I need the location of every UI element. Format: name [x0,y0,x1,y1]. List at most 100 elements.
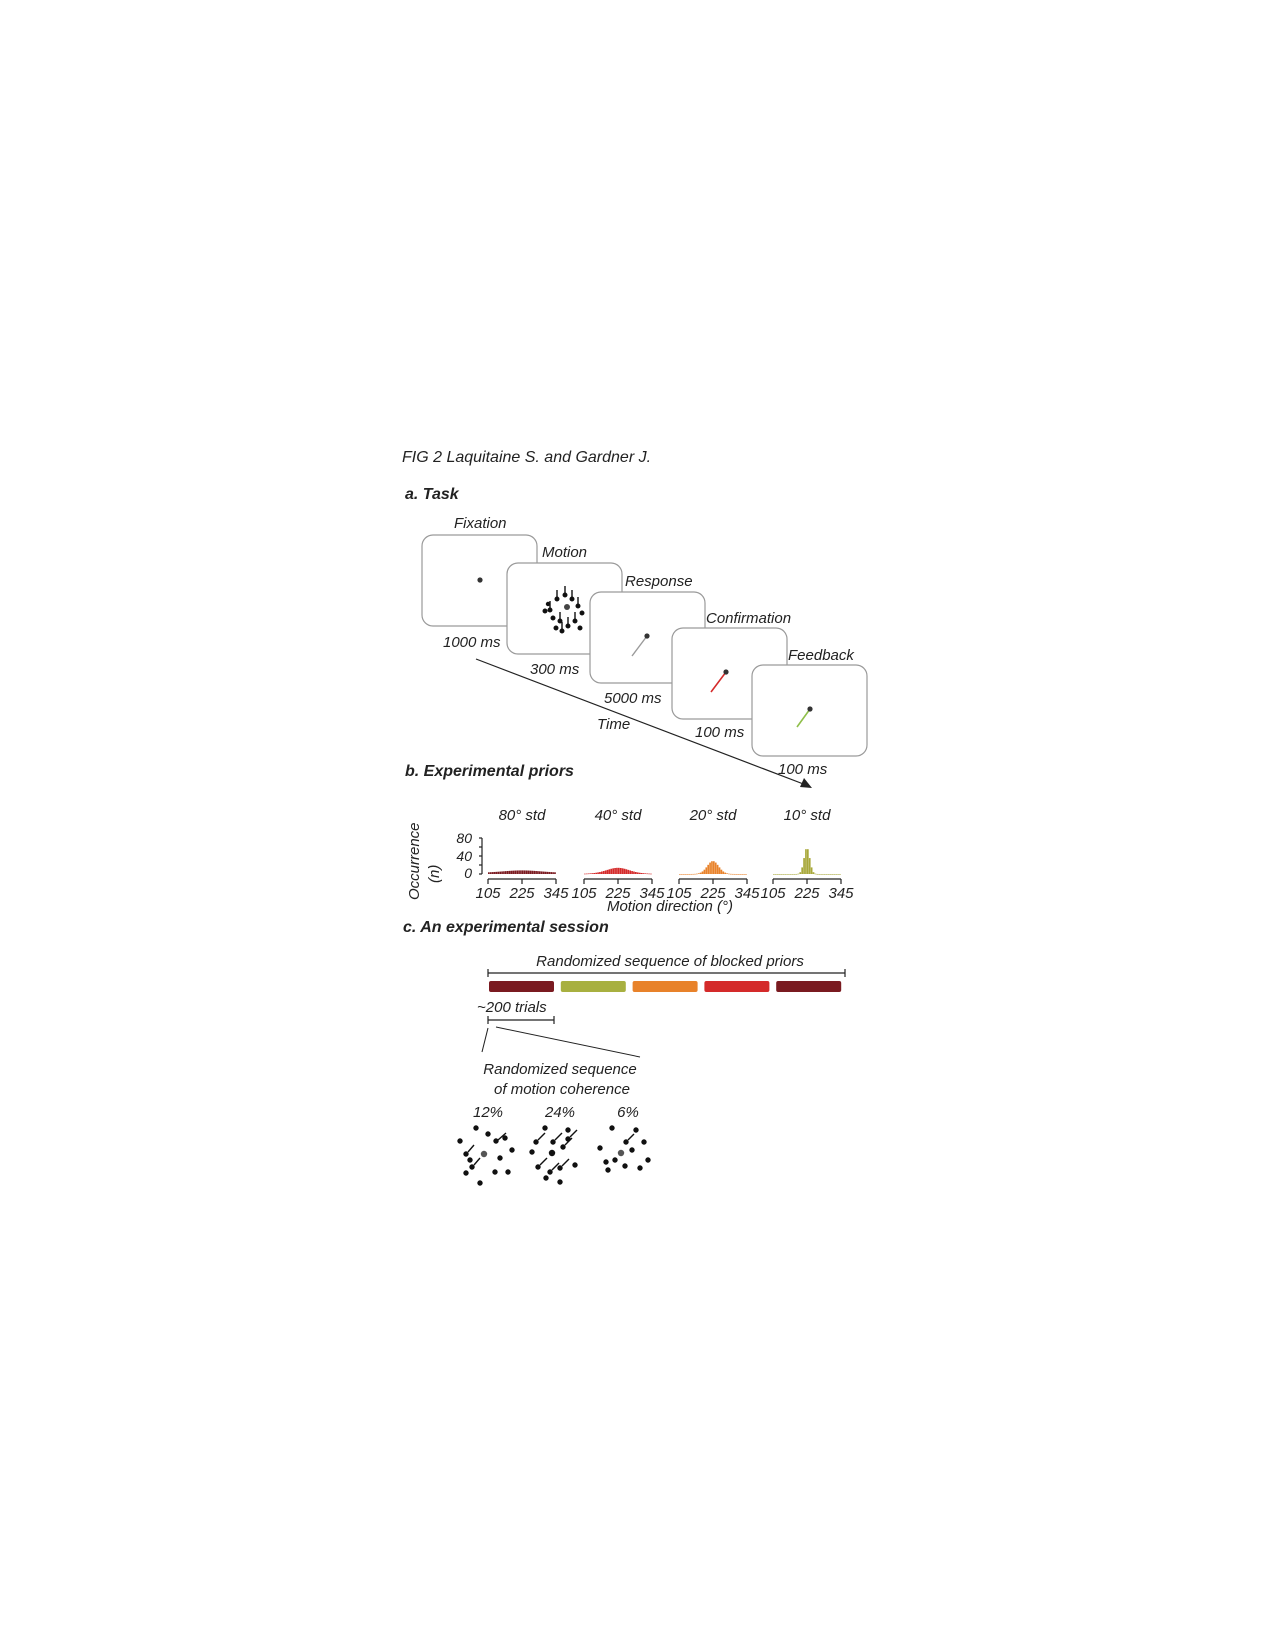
histogram-bar [644,873,647,874]
histogram-bar [808,858,811,874]
histogram-bar [544,871,547,874]
x-tick-label: 345 [828,885,854,902]
histogram-bar [679,874,681,875]
fixation-dot [564,604,570,610]
x-tick-label: 225 [793,885,820,902]
histogram-bar [822,874,824,875]
coherence-value: 6% [617,1104,639,1121]
histogram-bar [722,871,725,874]
x-tick-label: 345 [734,885,760,902]
histogram-bar [730,873,732,875]
histogram-bar [791,874,794,875]
time-arrow [475,658,807,786]
histogram-bar [837,874,839,875]
histogram-bar [776,874,779,875]
duration-feedback: 100 ms [778,761,828,778]
screen-label-response: Response [625,573,693,590]
panel-c-title: c. An experimental session [403,919,609,936]
histogram-bar [786,874,788,875]
histogram-bar [718,867,721,874]
histogram-bar [510,870,513,874]
feedback-line [796,708,811,728]
histogram-bar [550,872,553,874]
prior-block [489,981,554,992]
histogram-bar [696,873,698,875]
histogram-bar [682,874,685,875]
histogram-bar [601,871,603,874]
screen-label-motion: Motion [542,544,587,561]
time-label: Time [597,716,630,733]
histogram-bar [697,873,700,874]
prior-histograms: 80° std 105 225 345 40° std 105 225 345 20° std 1… [475,807,854,902]
histogram-bar [820,874,822,875]
histogram-bar [595,872,598,874]
histogram-bar [818,874,821,875]
y-tick-label: 0 [464,865,472,881]
histogram-bar [638,872,641,874]
histogram-bar [733,873,736,875]
histogram-bar [824,874,826,875]
histogram-bar [608,869,611,874]
histogram-bar [493,871,496,874]
histogram-bar [535,870,537,874]
histogram-bar [584,873,586,875]
prior-block [704,981,770,992]
histogram-bar [488,872,490,874]
histogram-bar [621,868,624,874]
histogram-bar [726,873,728,874]
histogram-bar [642,873,645,874]
histogram-bar [737,874,740,875]
histogram-bar [531,870,534,874]
histogram-bar [533,870,536,874]
duration-motion: 300 ms [530,661,580,678]
y-tick-label: 40 [456,848,472,864]
x-tick-label: 105 [760,885,786,902]
histogram-bar [516,870,519,874]
histogram-bar [720,869,723,874]
histogram-bar [716,864,719,874]
prior-title: 20° std [689,807,738,824]
prior-title: 80° std [499,807,547,824]
histogram-bar [636,872,639,874]
histogram-bar [684,874,687,875]
histogram-bar [801,867,804,874]
histogram-bar [711,861,713,874]
trials-bracket [487,1016,555,1024]
histogram-bar [831,874,834,875]
histogram-bar [618,867,620,874]
histogram-bar [709,862,711,874]
duration-fixation: 1000 ms [443,634,501,651]
histogram-bar [505,871,507,874]
prior-blocks [489,981,842,992]
histogram-bar [741,874,744,875]
histogram-bar [491,872,494,874]
prior-block [632,981,698,992]
histogram-bar [814,873,817,875]
histogram-bar [788,874,790,875]
histogram-bar [593,872,596,874]
histogram-bar [692,873,694,875]
histogram-bar [694,873,696,875]
coherence-label-line2: of motion coherence [494,1081,630,1098]
histogram-bar [587,873,590,875]
histogram-bar [825,874,828,875]
histogram-bar [537,871,539,874]
histogram-bar [812,872,815,874]
blocked-priors-label: Randomized sequence of blocked priors [536,953,804,970]
panel-b-title: b. Experimental priors [405,763,574,780]
histogram-bar [782,874,785,875]
histogram-bar [713,861,715,874]
histogram-bar [743,874,745,875]
histogram-bar [724,872,727,874]
time-arrow-head [800,778,812,788]
histogram-bar [839,874,841,875]
histogram-bar [803,858,805,874]
prior-block [776,981,842,992]
fixation-dot [477,577,483,583]
prior-title: 40° std [595,807,643,824]
histogram-bar [739,874,742,875]
histogram-bar [554,872,556,874]
coherence-value: 12% [473,1104,503,1121]
histogram-bar [616,867,618,874]
